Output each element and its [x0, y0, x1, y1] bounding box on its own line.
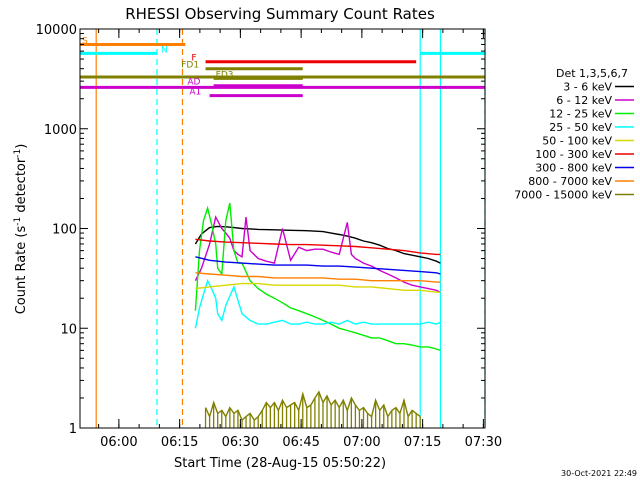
chart-title: RHESSI Observing Summary Count Rates [125, 5, 435, 23]
legend-entry-label: 800 - 7000 keV [528, 175, 612, 188]
x-tick-label: 06:45 [282, 435, 319, 450]
y-axis-label: Count Rate (s-1 detector-1) [13, 144, 29, 315]
flag-bar-label: A1 [189, 88, 201, 98]
legend-title: Det 1,3,5,6,7 [556, 67, 628, 80]
y-tick-label: 10 [60, 322, 77, 337]
flag-bar-label: S [82, 36, 88, 46]
y-axis-label-part: ) [14, 144, 29, 149]
data-series [194, 202, 441, 428]
x-tick-label: 07:30 [465, 435, 502, 450]
series-line [204, 390, 421, 422]
flag-bar-label: AD [187, 78, 200, 88]
series-line [195, 272, 441, 283]
y-tick-label: 10000 [36, 23, 77, 38]
x-tick-label: 06:15 [161, 435, 198, 450]
y-tick-label: 1 [69, 422, 77, 437]
y-axis-label-sup: -1 [13, 149, 23, 158]
x-tick-label: 06:00 [100, 435, 137, 450]
legend-entry-label: 6 - 12 keV [556, 94, 612, 107]
series-line [195, 238, 441, 256]
x-tick-label: 06:30 [222, 435, 259, 450]
x-tick-label: 07:00 [343, 435, 380, 450]
y-tick-label: 100 [52, 223, 77, 238]
legend-entry-label: 25 - 50 keV [549, 121, 612, 134]
flag-bar-label: FD3 [216, 70, 234, 80]
timestamp: 30-Oct-2021 22:49 [561, 469, 637, 478]
series-line [194, 202, 441, 352]
x-tick-label: 07:15 [404, 435, 441, 450]
legend-entry-label: 7000 - 15000 keV [514, 189, 612, 202]
series-line [194, 278, 441, 329]
y-tick-label: 1000 [44, 123, 77, 138]
flag-bar-label: N [161, 45, 168, 55]
x-axis-label: Start Time (28-Aug-15 05:50:22) [174, 456, 386, 471]
flag-bar-label: F [191, 54, 196, 64]
legend-entry-label: 3 - 6 keV [563, 81, 612, 94]
series-line [195, 282, 441, 293]
legend-entry-label: 12 - 25 keV [549, 108, 612, 121]
legend-entry-label: 300 - 800 keV [535, 162, 612, 175]
axes: 1 10 100 1000 10000 06:00 06:15 06:30 06:45 07:00… [36, 23, 502, 450]
series-line [194, 215, 441, 293]
y-axis-label-sup: -1 [13, 217, 23, 226]
legend-entry-label: 100 - 300 keV [535, 148, 612, 161]
series-line [195, 256, 441, 275]
flag-bar-label: FD1 [181, 61, 199, 71]
legend-entry-label: 50 - 100 keV [542, 135, 612, 148]
y-axis-label-part: detector [14, 157, 29, 217]
y-axis-label-part: Count Rate (s [14, 226, 29, 315]
series-line [194, 225, 441, 264]
